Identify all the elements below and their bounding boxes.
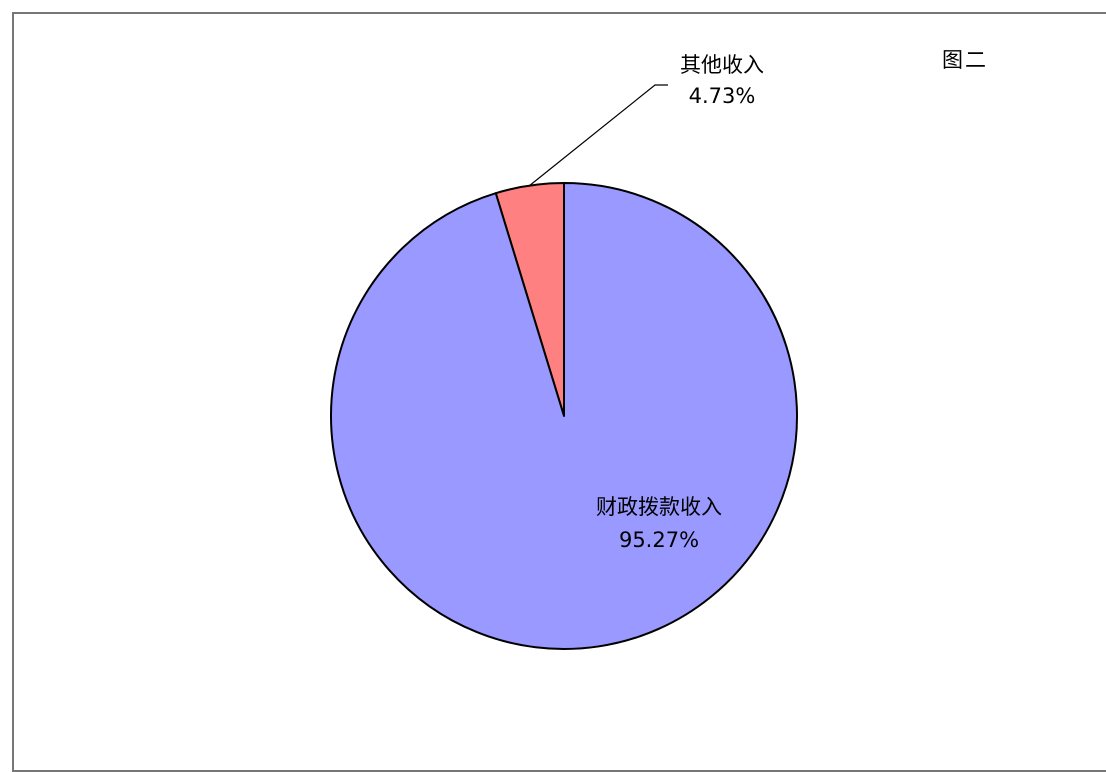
pie-slice-1 bbox=[330, 182, 798, 650]
slice-value-label-0: 4.73% bbox=[689, 84, 756, 108]
slice-value-label-1: 95.27% bbox=[619, 528, 699, 552]
leader-line-0 bbox=[529, 84, 668, 187]
figure-label: 图二 bbox=[942, 48, 988, 72]
slice-label-1: 财政拨款收入 bbox=[596, 495, 722, 519]
slice-label-0: 其他收入 bbox=[680, 53, 764, 77]
pie-chart: 其他收入 4.73% 财政拨款收入 95.27% bbox=[330, 53, 798, 650]
